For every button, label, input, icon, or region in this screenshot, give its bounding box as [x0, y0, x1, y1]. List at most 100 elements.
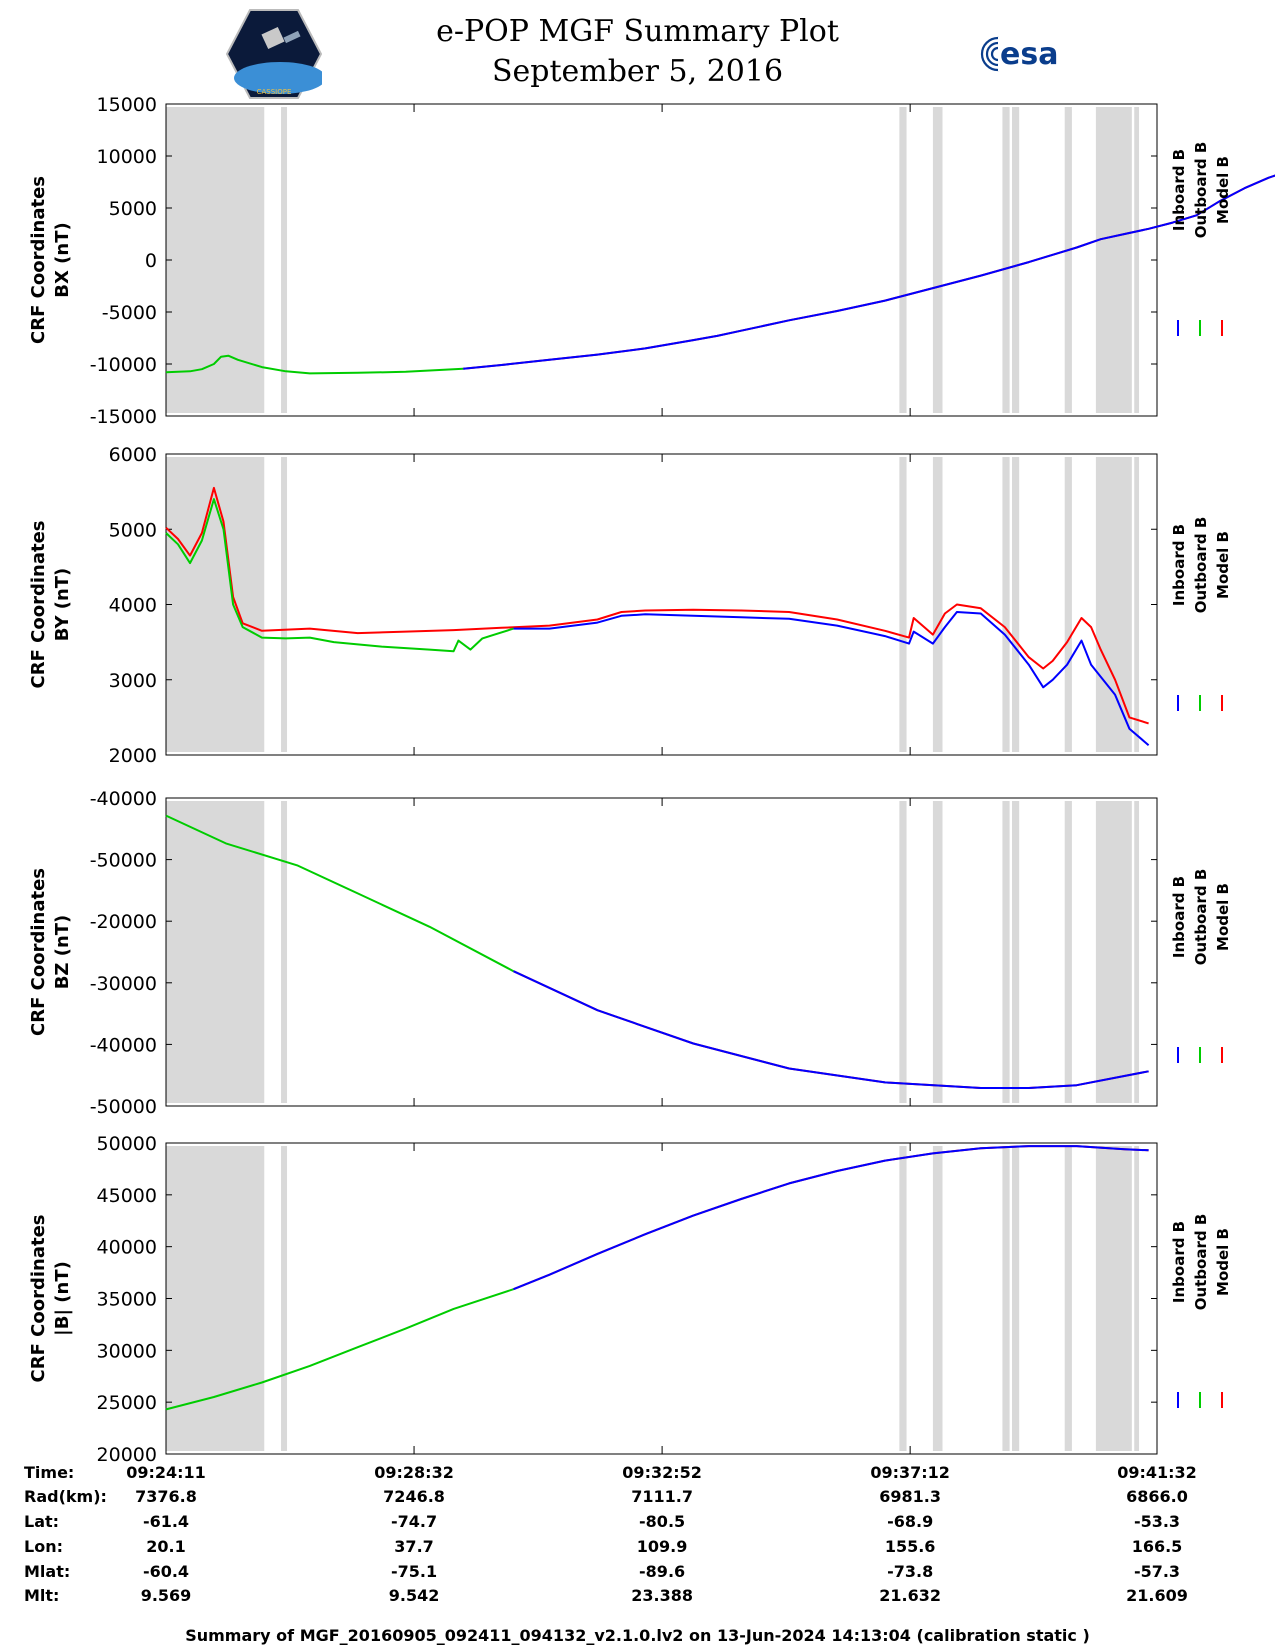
gap-shading-bz-4	[1002, 801, 1010, 1103]
gap-shading-by-1	[281, 457, 288, 752]
gap-shading-bmag-0	[166, 1146, 265, 1451]
bmag-legend-label: Inboard B	[1170, 1221, 1188, 1303]
by-series-outboard-b	[165, 498, 514, 653]
bx-series-inboard-b	[463, 174, 1275, 370]
bx-legend-label: Inboard B	[1170, 149, 1188, 231]
by-legend-label: Outboard B	[1192, 517, 1210, 614]
bx-ytick-label: -15000	[90, 406, 157, 428]
gap-shading-by-6	[1064, 457, 1072, 752]
gap-shading-bmag-3	[932, 1146, 943, 1451]
bx-ytick-label: 10000	[97, 146, 157, 168]
orbit-value: 7111.7	[631, 1487, 693, 1506]
bx-legend-label: Model B	[1214, 156, 1232, 224]
orbit-row-label: Mlat:	[24, 1562, 71, 1581]
bx-series-model-b	[463, 174, 1275, 370]
gap-shading-by-7	[1095, 457, 1132, 752]
gap-shading-bz-6	[1064, 801, 1072, 1103]
by-ytick-label: 3000	[109, 670, 157, 692]
bx-ytick-label: 0	[145, 250, 157, 272]
orbit-value: -60.4	[142, 1562, 190, 1581]
bz-series-inboard-b	[513, 970, 1149, 1089]
orbit-value: 166.5	[1131, 1537, 1183, 1556]
gap-shading-bx-1	[281, 107, 288, 413]
bmag-ytick-label: 45000	[97, 1185, 157, 1207]
gap-shading-bmag-4	[1002, 1146, 1010, 1451]
gap-shading-bmag-5	[1012, 1146, 1020, 1451]
orbit-value: -68.9	[887, 1512, 934, 1531]
gap-shading-bx-4	[1002, 107, 1010, 413]
bmag-ytick-label: 30000	[97, 1340, 157, 1362]
orbit-value: 7376.8	[135, 1487, 197, 1506]
bz-legend-label: Inboard B	[1170, 876, 1188, 958]
orbit-value: 109.9	[636, 1537, 688, 1556]
gap-shading-bx-0	[166, 107, 265, 413]
bz-axes-frame	[165, 797, 1158, 1107]
cassiope-mission-logo: CASSIOPE	[226, 9, 322, 99]
gap-shading-bx-2	[899, 107, 907, 413]
orbit-value: -80.5	[639, 1512, 686, 1531]
bx-ytick-label: 5000	[109, 198, 157, 220]
gap-shading-bz-5	[1012, 801, 1020, 1103]
orbit-value: 20.1	[146, 1537, 186, 1556]
bx-legend-label: Outboard B	[1192, 142, 1210, 239]
orbit-row-label: Time:	[24, 1463, 75, 1482]
bmag-ytick-label: 50000	[97, 1133, 157, 1155]
bz-series-outboard-b	[165, 814, 514, 973]
bz-legend-label: Outboard B	[1192, 869, 1210, 966]
gap-shading-by-2	[899, 457, 907, 752]
bmag-ytick-label: 20000	[97, 1444, 157, 1466]
bz-ytick-label: -20000	[90, 911, 157, 933]
bmag-ytick-label: 35000	[97, 1289, 157, 1311]
bmag-ytick-label: 25000	[97, 1392, 157, 1414]
orbit-value: -89.6	[639, 1562, 686, 1581]
gap-shading-bx-5	[1012, 107, 1020, 413]
orbit-value: 21.609	[1126, 1586, 1188, 1605]
gap-shading-by-8	[1134, 457, 1140, 752]
gap-shading-by-3	[932, 457, 943, 752]
bx-ytick-label: 15000	[97, 94, 157, 116]
orbit-value: 21.632	[879, 1586, 942, 1605]
gap-shading-bx-8	[1134, 107, 1140, 413]
esa-wordmark: esa	[1000, 37, 1058, 72]
bz-ylabel-line2: BZ (nT)	[52, 915, 73, 990]
bx-ylabel-line1: CRF Coordinates	[28, 176, 49, 344]
gap-shading-bx-3	[932, 107, 943, 413]
bz-legend-label: Model B	[1214, 883, 1232, 951]
orbit-value: 09:28:32	[374, 1463, 454, 1482]
orbit-value: 7246.8	[383, 1487, 445, 1506]
bmag-series-inboard-b	[513, 1145, 1149, 1291]
orbit-value: 37.7	[394, 1537, 434, 1556]
orbit-value: 9.542	[388, 1586, 440, 1605]
orbit-row-label: Lat:	[24, 1512, 60, 1531]
gap-shading-bmag-8	[1134, 1146, 1140, 1451]
orbit-value: 09:37:12	[870, 1463, 950, 1482]
orbit-value: -53.3	[1133, 1512, 1181, 1531]
by-ytick-label: 4000	[109, 595, 157, 617]
bz-ytick-label: -40000	[90, 788, 157, 810]
by-legend-label: Model B	[1214, 531, 1232, 599]
orbit-value: -74.7	[390, 1512, 438, 1531]
orbit-value: 09:24:11	[126, 1463, 206, 1482]
bmag-ytick-label: 40000	[97, 1237, 157, 1259]
bx-ylabel-line2: BX (nT)	[52, 222, 73, 297]
gap-shading-bz-7	[1095, 801, 1132, 1103]
file-summary-footer: Summary of MGF_20160905_092411_094132_v2…	[185, 1626, 1090, 1645]
bz-series-model-b	[513, 970, 1149, 1089]
gap-shading-bz-8	[1134, 801, 1140, 1103]
orbit-value: -73.8	[887, 1562, 934, 1581]
logo-lettering: CASSIOPE	[257, 88, 292, 96]
by-ytick-label: 2000	[109, 745, 157, 767]
gap-shading-bz-2	[899, 801, 907, 1103]
orbit-value: -61.4	[142, 1512, 190, 1531]
bmag-series-outboard-b	[165, 1288, 514, 1411]
bmag-legend-label: Outboard B	[1192, 1214, 1210, 1311]
by-legend-label: Inboard B	[1170, 524, 1188, 606]
gap-shading-bz-0	[166, 801, 265, 1103]
by-series-inboard-b	[513, 611, 1150, 746]
orbit-row-label: Mlt:	[24, 1586, 60, 1605]
by-ytick-label: 6000	[109, 444, 157, 466]
bx-ytick-label: -5000	[102, 302, 157, 324]
gap-shading-bz-1	[281, 801, 288, 1103]
bz-ylabel-line1: CRF Coordinates	[28, 868, 49, 1036]
